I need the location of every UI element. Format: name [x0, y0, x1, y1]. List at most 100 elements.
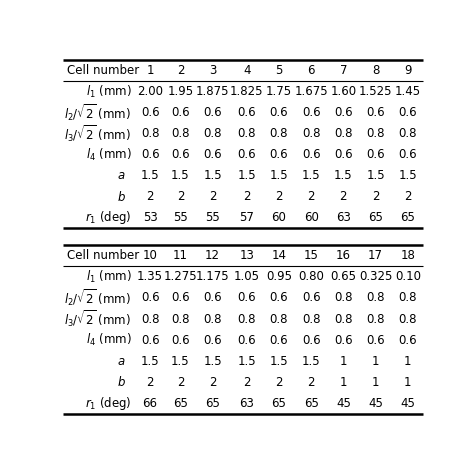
Text: 1.275: 1.275 — [164, 270, 197, 283]
Text: Cell number: Cell number — [66, 64, 139, 77]
Text: 0.6: 0.6 — [237, 291, 256, 304]
Text: 0.6: 0.6 — [270, 148, 288, 161]
Text: 0.6: 0.6 — [334, 106, 353, 119]
Text: 0.6: 0.6 — [141, 106, 159, 119]
Text: 0.6: 0.6 — [203, 333, 222, 347]
Text: 0.6: 0.6 — [334, 148, 353, 161]
Text: 0.6: 0.6 — [141, 148, 159, 161]
Text: 1.5: 1.5 — [302, 169, 320, 182]
Text: 0.6: 0.6 — [366, 148, 385, 161]
Text: 4: 4 — [243, 64, 250, 77]
Text: $l_3/\sqrt{2}$ (mm): $l_3/\sqrt{2}$ (mm) — [64, 309, 131, 329]
Text: 2: 2 — [209, 190, 216, 204]
Text: 65: 65 — [368, 212, 383, 224]
Text: 0.8: 0.8 — [270, 127, 288, 140]
Text: 2: 2 — [146, 376, 154, 389]
Text: 2: 2 — [275, 376, 283, 389]
Text: 0.6: 0.6 — [171, 333, 190, 347]
Text: 0.6: 0.6 — [171, 291, 190, 304]
Text: 55: 55 — [205, 212, 220, 224]
Text: 45: 45 — [368, 397, 383, 410]
Text: 1.825: 1.825 — [230, 85, 264, 98]
Text: 0.8: 0.8 — [237, 127, 256, 140]
Text: 66: 66 — [143, 397, 157, 410]
Text: 0.8: 0.8 — [399, 127, 417, 140]
Text: 0.8: 0.8 — [171, 127, 190, 140]
Text: 2: 2 — [404, 190, 411, 204]
Text: 1: 1 — [404, 355, 411, 368]
Text: 60: 60 — [272, 212, 286, 224]
Text: 45: 45 — [401, 397, 415, 410]
Text: $a$: $a$ — [118, 169, 126, 182]
Text: 57: 57 — [239, 212, 254, 224]
Text: 14: 14 — [272, 250, 286, 262]
Text: 0.10: 0.10 — [395, 270, 421, 283]
Text: $r_1$ (deg): $r_1$ (deg) — [85, 209, 131, 227]
Text: 0.6: 0.6 — [399, 333, 417, 347]
Text: 9: 9 — [404, 64, 411, 77]
Text: 1.5: 1.5 — [237, 355, 256, 368]
Text: 0.6: 0.6 — [366, 106, 385, 119]
Text: 6: 6 — [307, 64, 315, 77]
Text: 0.8: 0.8 — [366, 312, 385, 325]
Text: 1.05: 1.05 — [234, 270, 260, 283]
Text: 1: 1 — [146, 64, 154, 77]
Text: 1.675: 1.675 — [294, 85, 328, 98]
Text: 0.6: 0.6 — [171, 106, 190, 119]
Text: $b$: $b$ — [117, 375, 126, 389]
Text: 1.5: 1.5 — [171, 355, 190, 368]
Text: Cell number: Cell number — [66, 250, 139, 262]
Text: 63: 63 — [336, 212, 351, 224]
Text: 65: 65 — [173, 397, 188, 410]
Text: 1.5: 1.5 — [270, 355, 288, 368]
Text: 2: 2 — [307, 190, 315, 204]
Text: 1: 1 — [404, 376, 411, 389]
Text: 2: 2 — [146, 190, 154, 204]
Text: 53: 53 — [143, 212, 157, 224]
Text: 2: 2 — [243, 190, 250, 204]
Text: 1.5: 1.5 — [366, 169, 385, 182]
Text: $l_1$ (mm): $l_1$ (mm) — [86, 269, 131, 285]
Text: 65: 65 — [205, 397, 220, 410]
Text: 0.8: 0.8 — [237, 312, 256, 325]
Text: 1.5: 1.5 — [203, 355, 222, 368]
Text: 0.6: 0.6 — [237, 106, 256, 119]
Text: 10: 10 — [143, 250, 157, 262]
Text: 2: 2 — [209, 376, 216, 389]
Text: 18: 18 — [401, 250, 415, 262]
Text: 65: 65 — [401, 212, 415, 224]
Text: 0.6: 0.6 — [399, 148, 417, 161]
Text: 63: 63 — [239, 397, 254, 410]
Text: 0.8: 0.8 — [334, 312, 353, 325]
Text: 45: 45 — [336, 397, 351, 410]
Text: 0.80: 0.80 — [298, 270, 324, 283]
Text: $b$: $b$ — [117, 190, 126, 204]
Text: 8: 8 — [372, 64, 379, 77]
Text: 0.8: 0.8 — [399, 291, 417, 304]
Text: 2: 2 — [339, 190, 347, 204]
Text: 0.6: 0.6 — [302, 291, 320, 304]
Text: 12: 12 — [205, 250, 220, 262]
Text: 65: 65 — [304, 397, 319, 410]
Text: 0.6: 0.6 — [270, 333, 288, 347]
Text: $a$: $a$ — [118, 355, 126, 368]
Text: 1.95: 1.95 — [167, 85, 193, 98]
Text: 1.5: 1.5 — [270, 169, 288, 182]
Text: 2: 2 — [177, 190, 184, 204]
Text: 0.8: 0.8 — [203, 127, 222, 140]
Text: 0.6: 0.6 — [237, 148, 256, 161]
Text: 2: 2 — [243, 376, 250, 389]
Text: 1.5: 1.5 — [203, 169, 222, 182]
Text: 2: 2 — [275, 190, 283, 204]
Text: 1.875: 1.875 — [196, 85, 229, 98]
Text: 1: 1 — [339, 355, 347, 368]
Text: $l_4$ (mm): $l_4$ (mm) — [86, 332, 131, 348]
Text: 0.6: 0.6 — [270, 106, 288, 119]
Text: $r_1$ (deg): $r_1$ (deg) — [85, 395, 131, 412]
Text: 1.5: 1.5 — [141, 355, 159, 368]
Text: 2: 2 — [177, 64, 184, 77]
Text: 11: 11 — [173, 250, 188, 262]
Text: $l_2/\sqrt{2}$ (mm): $l_2/\sqrt{2}$ (mm) — [64, 102, 131, 123]
Text: 0.8: 0.8 — [366, 127, 385, 140]
Text: 0.6: 0.6 — [203, 106, 222, 119]
